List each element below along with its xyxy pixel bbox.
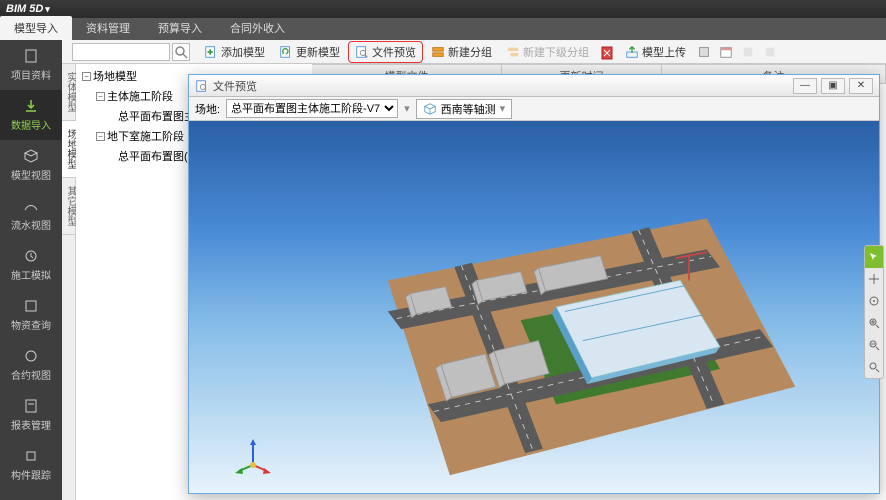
nav-model-view[interactable]: 模型视图 bbox=[0, 140, 62, 190]
delete-button[interactable] bbox=[597, 42, 617, 62]
maximize-button[interactable]: ▣ bbox=[821, 78, 845, 94]
misc-icon-2 bbox=[760, 42, 780, 62]
main-tabbar: 模型导入 资料管理 预算导入 合同外收入 bbox=[0, 18, 886, 40]
tool-orbit[interactable] bbox=[865, 290, 883, 312]
new-group-button[interactable]: 新建分组 bbox=[425, 42, 498, 62]
viewport-3d[interactable] bbox=[189, 121, 879, 493]
preview-title-text: 文件预览 bbox=[213, 78, 257, 94]
close-button[interactable]: ✕ bbox=[849, 78, 873, 94]
field-label: 场地: bbox=[195, 101, 220, 117]
minimize-button[interactable]: — bbox=[793, 78, 817, 94]
app-menu-dropdown-icon[interactable]: ▾ bbox=[45, 4, 50, 14]
preview-toolbar: 场地: 总平面布置图主体施工阶段-V7 ▾ 西南等轴测 ▾ bbox=[189, 97, 879, 121]
model-upload-button[interactable]: 模型上传 bbox=[619, 42, 692, 62]
expander-icon[interactable]: − bbox=[96, 132, 105, 141]
site-select[interactable]: 总平面布置图主体施工阶段-V7 bbox=[226, 99, 398, 118]
axis-view-button[interactable]: 西南等轴测 ▾ bbox=[416, 99, 513, 119]
tool-select[interactable] bbox=[865, 246, 883, 268]
nav-project-data[interactable]: 项目资料 bbox=[0, 40, 62, 90]
dropdown-arrow-icon[interactable]: ▾ bbox=[404, 102, 410, 115]
tool-zoom-in[interactable] bbox=[865, 312, 883, 334]
preview-titlebar[interactable]: 文件预览 — ▣ ✕ bbox=[189, 75, 879, 97]
viewport-tools bbox=[864, 245, 884, 379]
nav-material-query[interactable]: 物资查询 bbox=[0, 290, 62, 340]
calendar-icon[interactable] bbox=[716, 42, 736, 62]
nav-flow-view[interactable]: 流水视图 bbox=[0, 190, 62, 240]
tool-zoom-out[interactable] bbox=[865, 334, 883, 356]
expander-icon[interactable]: − bbox=[96, 92, 105, 101]
tab-model-import[interactable]: 模型导入 bbox=[0, 16, 72, 40]
update-model-button[interactable]: 更新模型 bbox=[273, 42, 346, 62]
tab-data-manage[interactable]: 资料管理 bbox=[72, 16, 144, 40]
cube-icon bbox=[423, 102, 437, 116]
nav-data-import[interactable]: 数据导入 bbox=[0, 90, 62, 140]
expander-icon[interactable]: − bbox=[82, 72, 91, 81]
nav-construction-sim[interactable]: 施工模拟 bbox=[0, 240, 62, 290]
nav-report-manage[interactable]: 报表管理 bbox=[0, 390, 62, 440]
nav-contract-view[interactable]: 合约视图 bbox=[0, 340, 62, 390]
tool-zoom-fit[interactable] bbox=[865, 356, 883, 378]
app-title: BIM 5D bbox=[6, 3, 43, 15]
tool-pan[interactable] bbox=[865, 268, 883, 290]
tab-contract-income[interactable]: 合同外收入 bbox=[216, 16, 299, 40]
settings-icon[interactable] bbox=[694, 42, 714, 62]
toolbar: 添加模型 更新模型 文件预览 新建分组 新建下级分组 模型上传 bbox=[0, 40, 886, 64]
axis-gizmo[interactable] bbox=[233, 435, 273, 475]
add-model-button[interactable]: 添加模型 bbox=[198, 42, 271, 62]
search-button[interactable] bbox=[172, 43, 190, 61]
side-tabs: 实体模型 场地模型 其它模型 bbox=[62, 64, 76, 500]
new-sub-group-button: 新建下级分组 bbox=[500, 42, 595, 62]
misc-icon-1 bbox=[738, 42, 758, 62]
preview-window: 文件预览 — ▣ ✕ 场地: 总平面布置图主体施工阶段-V7 ▾ 西南等轴测 ▾ bbox=[188, 74, 880, 494]
left-nav: 项目资料 数据导入 模型视图 流水视图 施工模拟 物资查询 合约视图 报表管理 … bbox=[0, 40, 62, 500]
preview-icon bbox=[195, 79, 209, 93]
search-input[interactable] bbox=[72, 43, 170, 61]
nav-component-track[interactable]: 构件跟踪 bbox=[0, 440, 62, 490]
file-preview-button[interactable]: 文件预览 bbox=[348, 41, 423, 63]
tab-budget-import[interactable]: 预算导入 bbox=[144, 16, 216, 40]
